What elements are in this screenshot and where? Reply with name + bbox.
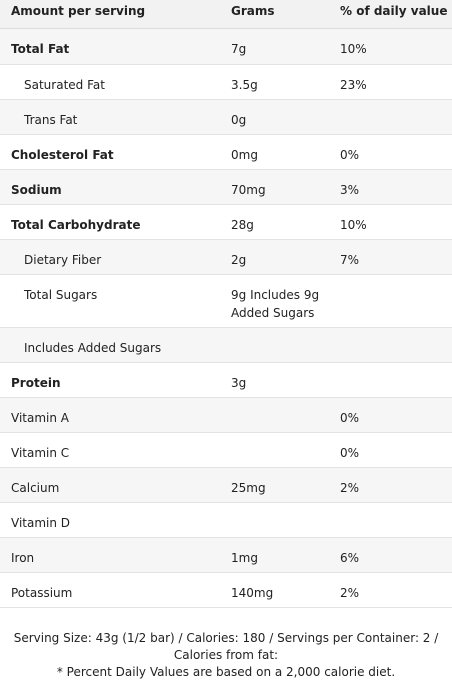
- nutrient-name: Trans Fat: [24, 113, 78, 127]
- table-row: Total Sugars 9g Includes 9g Added Sugars: [0, 275, 452, 328]
- nutrient-name: Cholesterol Fat: [11, 148, 114, 162]
- nutrient-grams: 0mg: [231, 148, 258, 162]
- nutrient-daily-value: 7%: [340, 253, 360, 267]
- table-row: Cholesterol Fat 0mg 0%: [0, 135, 452, 170]
- table-row: Iron 1mg 6%: [0, 538, 452, 573]
- nutrient-name: Protein: [11, 376, 61, 390]
- table-row: Vitamin A 0%: [0, 398, 452, 433]
- nutrient-grams: 3.5g: [231, 78, 258, 92]
- table-row: Calcium 25mg 2%: [0, 468, 452, 503]
- serving-footer: Serving Size: 43g (1/2 bar) / Calories: …: [0, 630, 452, 681]
- nutrient-daily-value: 10%: [340, 42, 367, 56]
- nutrient-grams: 2g: [231, 253, 247, 267]
- table-header: Amount per serving Grams % of daily valu…: [0, 0, 452, 29]
- nutrient-name: Total Carbohydrate: [11, 218, 141, 232]
- header-grams: Grams: [231, 4, 275, 18]
- nutrient-daily-value: 2%: [340, 481, 360, 495]
- calories-from-fat: Calories from fat:: [173, 648, 279, 662]
- header-daily-value: % of daily value: [340, 4, 448, 18]
- nutrient-name: Total Fat: [11, 42, 70, 56]
- table-row: Includes Added Sugars: [0, 328, 452, 363]
- nutrient-name: Vitamin D: [11, 516, 71, 530]
- table-row: Saturated Fat 3.5g 23%: [0, 65, 452, 100]
- table-row: Sodium 70mg 3%: [0, 170, 452, 205]
- nutrient-daily-value: 0%: [340, 411, 360, 425]
- daily-value-note: * Percent Daily Values are based on a 2,…: [56, 665, 396, 679]
- table-row: Trans Fat 0g: [0, 100, 452, 135]
- table-row: Total Fat 7g 10%: [0, 29, 452, 65]
- nutrient-name: Sodium: [11, 183, 62, 197]
- table-row: Dietary Fiber 2g 7%: [0, 240, 452, 275]
- table-row: Protein 3g: [0, 363, 452, 398]
- nutrient-grams: 70mg: [231, 183, 266, 197]
- nutrient-daily-value: 3%: [340, 183, 360, 197]
- table-row: Vitamin C 0%: [0, 433, 452, 468]
- nutrient-daily-value: 23%: [340, 78, 367, 92]
- header-amount: Amount per serving: [11, 4, 146, 18]
- nutrient-daily-value: 0%: [340, 446, 360, 460]
- nutrient-grams: 25mg: [231, 481, 266, 495]
- nutrient-grams: 1mg: [231, 551, 258, 565]
- table-row: Potassium 140mg 2%: [0, 573, 452, 608]
- nutrient-grams: 9g Includes 9g Added Sugars: [231, 288, 320, 320]
- nutrient-daily-value: 2%: [340, 586, 360, 600]
- nutrient-grams: 3g: [231, 376, 247, 390]
- nutrient-grams: 7g: [231, 42, 247, 56]
- nutrient-daily-value: 6%: [340, 551, 360, 565]
- nutrient-name: Includes Added Sugars: [24, 341, 162, 355]
- nutrient-name: Saturated Fat: [24, 78, 105, 92]
- nutrient-name: Potassium: [11, 586, 73, 600]
- nutrient-name: Total Sugars: [24, 288, 98, 302]
- nutrient-daily-value: 10%: [340, 218, 367, 232]
- nutrient-name: Iron: [11, 551, 35, 565]
- nutrient-grams: 140mg: [231, 586, 274, 600]
- serving-info: Serving Size: 43g (1/2 bar) / Calories: …: [13, 631, 439, 645]
- nutrient-daily-value: 0%: [340, 148, 360, 162]
- nutrition-table: Amount per serving Grams % of daily valu…: [0, 0, 452, 608]
- nutrient-name: Dietary Fiber: [24, 253, 102, 267]
- nutrient-grams: 0g: [231, 113, 247, 127]
- table-row: Vitamin D: [0, 503, 452, 538]
- nutrient-name: Calcium: [11, 481, 60, 495]
- table-row: Total Carbohydrate 28g 10%: [0, 205, 452, 240]
- nutrient-name: Vitamin A: [11, 411, 69, 425]
- nutrient-grams: 28g: [231, 218, 254, 232]
- nutrient-name: Vitamin C: [11, 446, 70, 460]
